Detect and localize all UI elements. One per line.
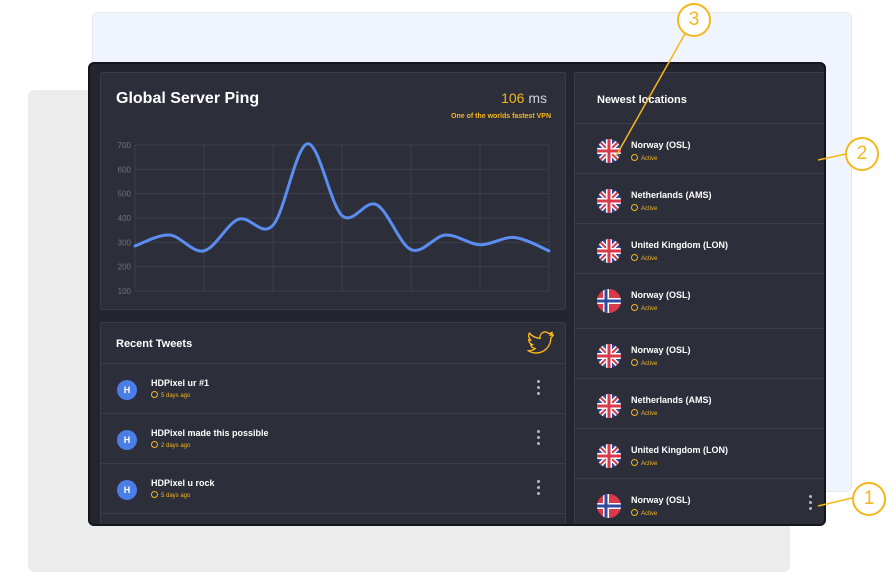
location-name: Norway (OSL) bbox=[631, 495, 691, 505]
tweet-text: HDPixel made this possible bbox=[151, 428, 269, 438]
uk-flag-icon bbox=[597, 444, 621, 468]
uk-flag-icon bbox=[597, 394, 621, 418]
clock-icon bbox=[631, 509, 638, 516]
location-status-label: Active bbox=[641, 461, 658, 467]
clock-icon bbox=[631, 409, 638, 416]
location-row[interactable]: Norway (OSL) Active bbox=[575, 123, 824, 173]
ping-title: Global Server Ping bbox=[116, 90, 260, 107]
y-tick-label: 600 bbox=[118, 165, 132, 174]
norway-flag-icon bbox=[597, 289, 621, 313]
y-tick-label: 100 bbox=[118, 287, 132, 296]
ping-subtitle: One of the worlds fastest VPN bbox=[451, 113, 551, 120]
clock-icon bbox=[631, 254, 638, 261]
avatar: H bbox=[117, 430, 137, 450]
tweet-time-label: 5 days ago bbox=[161, 493, 191, 499]
clock-icon bbox=[151, 491, 158, 498]
location-name: Netherlands (AMS) bbox=[631, 190, 712, 200]
location-status: Active bbox=[631, 254, 657, 262]
location-row[interactable]: Netherlands (AMS) Active bbox=[575, 173, 824, 223]
clock-icon bbox=[631, 154, 638, 161]
location-status: Active bbox=[631, 409, 657, 417]
callout-2: 2 bbox=[845, 137, 879, 171]
location-name: Norway (OSL) bbox=[631, 140, 691, 150]
more-options-icon[interactable] bbox=[537, 430, 541, 448]
more-options-icon[interactable] bbox=[537, 480, 541, 498]
tweet-row[interactable]: H HDPixel u rock 5 days ago bbox=[101, 463, 565, 513]
ping-value: 106 ms bbox=[501, 90, 547, 106]
clock-icon bbox=[151, 391, 158, 398]
y-tick-label: 700 bbox=[118, 141, 132, 150]
location-row[interactable]: Netherlands (AMS) Active bbox=[575, 378, 824, 428]
ping-value-unit: ms bbox=[528, 90, 547, 106]
tweet-text: HDPixel u rock bbox=[151, 478, 215, 488]
clock-icon bbox=[631, 459, 638, 466]
location-row[interactable]: Norway (OSL) Active bbox=[575, 328, 824, 378]
tweet-text: HDPixel ur #1 bbox=[151, 378, 210, 388]
clock-icon bbox=[631, 204, 638, 211]
y-tick-label: 200 bbox=[118, 263, 132, 272]
y-tick-label: 400 bbox=[118, 214, 132, 223]
location-name: Norway (OSL) bbox=[631, 345, 691, 355]
location-status: Active bbox=[631, 459, 657, 467]
ping-series-line bbox=[133, 142, 551, 253]
tweet-time-label: 2 days ago bbox=[161, 443, 191, 449]
norway-flag-icon bbox=[597, 494, 621, 518]
location-status: Active bbox=[631, 204, 657, 212]
location-name: Netherlands (AMS) bbox=[631, 395, 712, 405]
y-tick-label: 300 bbox=[118, 238, 132, 247]
avatar: H bbox=[117, 480, 137, 500]
tweet-time: 5 days ago bbox=[151, 491, 190, 499]
location-status-label: Active bbox=[641, 306, 658, 312]
ping-card: 700 600 500 400 300 200 100 Global Server Ping… bbox=[100, 72, 566, 310]
location-status-label: Active bbox=[641, 361, 658, 367]
location-status: Active bbox=[631, 304, 657, 312]
clock-icon bbox=[151, 441, 158, 448]
twitter-bird-icon[interactable] bbox=[527, 331, 555, 355]
locations-title: Newest locations bbox=[597, 94, 687, 106]
location-name: United Kingdom (LON) bbox=[631, 445, 728, 455]
location-status-label: Active bbox=[641, 256, 658, 262]
avatar: H bbox=[117, 380, 137, 400]
ping-value-number: 106 bbox=[501, 90, 525, 106]
tweet-time: 5 days ago bbox=[151, 391, 190, 399]
location-status-label: Active bbox=[641, 206, 658, 212]
location-row[interactable]: Norway (OSL) Active bbox=[575, 273, 824, 323]
clock-icon bbox=[631, 359, 638, 366]
tweets-card: Recent Tweets H HDPixel ur #1 5 days ago… bbox=[100, 322, 566, 524]
location-status-label: Active bbox=[641, 511, 658, 517]
ping-chart: 700 600 500 400 300 200 100 bbox=[118, 141, 551, 296]
y-tick-label: 500 bbox=[118, 190, 132, 199]
tweet-row-divider bbox=[101, 513, 565, 524]
location-name: Norway (OSL) bbox=[631, 290, 691, 300]
callout-3: 3 bbox=[677, 3, 711, 37]
tweet-time: 2 days ago bbox=[151, 441, 190, 449]
location-status: Active bbox=[631, 509, 657, 517]
location-status-label: Active bbox=[641, 411, 658, 417]
tweet-time-label: 5 days ago bbox=[161, 393, 191, 399]
location-status: Active bbox=[631, 359, 657, 367]
location-row[interactable]: United Kingdom (LON) Active bbox=[575, 428, 824, 478]
callout-1: 1 bbox=[852, 482, 886, 516]
location-status-label: Active bbox=[641, 156, 658, 162]
tweets-title: Recent Tweets bbox=[116, 338, 193, 350]
location-row[interactable]: Norway (OSL) Active bbox=[575, 478, 824, 524]
location-name: United Kingdom (LON) bbox=[631, 240, 728, 250]
more-options-icon[interactable] bbox=[809, 495, 813, 513]
tweet-row[interactable]: H HDPixel made this possible 2 days ago bbox=[101, 413, 565, 463]
tweet-row[interactable]: H HDPixel ur #1 5 days ago bbox=[101, 363, 565, 413]
locations-card: Newest locations Norway (OSL) Active Nethe… bbox=[574, 72, 824, 524]
clock-icon bbox=[631, 304, 638, 311]
location-row[interactable]: United Kingdom (LON) Active bbox=[575, 223, 824, 273]
location-status: Active bbox=[631, 154, 657, 162]
more-options-icon[interactable] bbox=[537, 380, 541, 398]
dashboard-panel: 700 600 500 400 300 200 100 Global Server Ping… bbox=[88, 62, 826, 526]
